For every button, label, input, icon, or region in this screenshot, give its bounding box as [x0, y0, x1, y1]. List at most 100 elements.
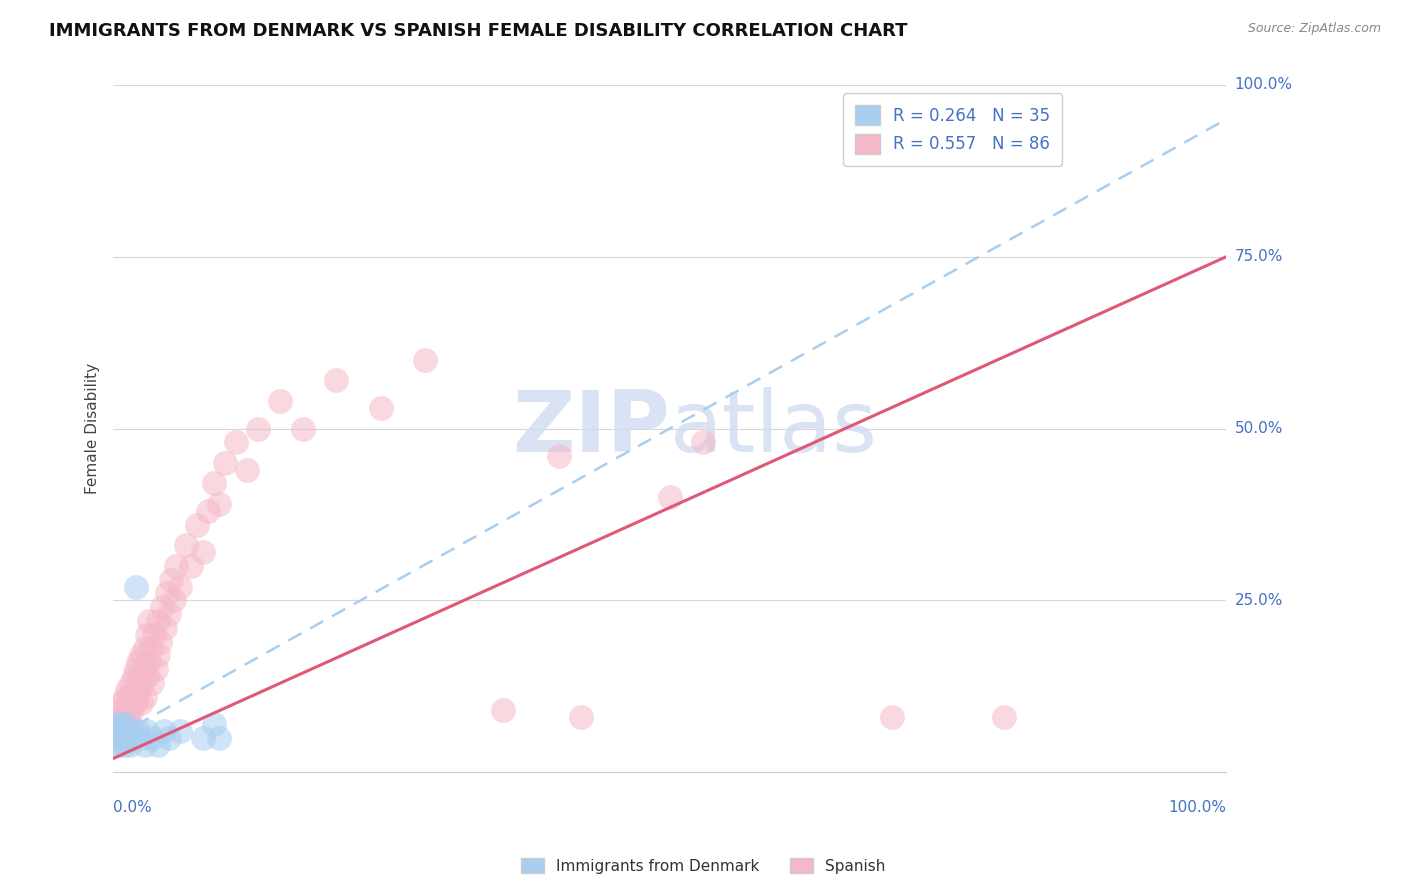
- Point: [129, 669, 152, 683]
- Point: [186, 517, 208, 532]
- Point: [114, 717, 136, 731]
- Point: [108, 731, 131, 745]
- Point: [202, 717, 225, 731]
- Text: Source: ZipAtlas.com: Source: ZipAtlas.com: [1247, 22, 1381, 36]
- Point: [124, 697, 146, 711]
- Text: IMMIGRANTS FROM DENMARK VS SPANISH FEMALE DISABILITY CORRELATION CHART: IMMIGRANTS FROM DENMARK VS SPANISH FEMAL…: [49, 22, 908, 40]
- Point: [547, 449, 569, 463]
- Point: [146, 648, 169, 663]
- Point: [108, 717, 131, 731]
- Point: [658, 490, 681, 504]
- Point: [165, 558, 187, 573]
- Point: [191, 545, 214, 559]
- Point: [120, 697, 142, 711]
- Point: [108, 710, 131, 724]
- Point: [105, 731, 128, 745]
- Point: [110, 723, 132, 738]
- Point: [122, 690, 145, 704]
- Point: [127, 723, 149, 738]
- Point: [153, 621, 176, 635]
- Text: 100.0%: 100.0%: [1234, 78, 1292, 93]
- Point: [569, 710, 592, 724]
- Point: [112, 723, 135, 738]
- Point: [114, 731, 136, 745]
- Point: [110, 731, 132, 745]
- Point: [291, 421, 314, 435]
- Point: [105, 717, 128, 731]
- Point: [152, 600, 174, 615]
- Text: ZIP: ZIP: [512, 387, 669, 470]
- Point: [169, 723, 191, 738]
- Point: [191, 731, 214, 745]
- Text: 50.0%: 50.0%: [1234, 421, 1282, 436]
- Point: [120, 690, 142, 704]
- Point: [125, 662, 148, 676]
- Point: [108, 723, 131, 738]
- Point: [370, 401, 392, 415]
- Point: [117, 731, 139, 745]
- Point: [111, 731, 134, 745]
- Point: [108, 731, 131, 745]
- Point: [325, 373, 347, 387]
- Point: [125, 580, 148, 594]
- Point: [131, 648, 153, 663]
- Point: [174, 538, 197, 552]
- Point: [134, 738, 156, 752]
- Point: [120, 675, 142, 690]
- Point: [112, 738, 135, 752]
- Point: [413, 352, 436, 367]
- Point: [152, 723, 174, 738]
- Legend: R = 0.264   N = 35, R = 0.557   N = 86: R = 0.264 N = 35, R = 0.557 N = 86: [844, 94, 1062, 166]
- Point: [117, 697, 139, 711]
- Point: [104, 731, 127, 745]
- Point: [269, 394, 291, 409]
- Point: [145, 662, 167, 676]
- Point: [107, 731, 129, 745]
- Point: [202, 476, 225, 491]
- Point: [134, 690, 156, 704]
- Text: 0.0%: 0.0%: [114, 799, 152, 814]
- Point: [127, 675, 149, 690]
- Point: [110, 717, 132, 731]
- Point: [115, 682, 138, 697]
- Point: [131, 731, 153, 745]
- Point: [208, 497, 231, 511]
- Point: [132, 662, 155, 676]
- Point: [157, 607, 180, 621]
- Point: [114, 717, 136, 731]
- Point: [110, 703, 132, 717]
- Text: 25.0%: 25.0%: [1234, 593, 1282, 607]
- Point: [128, 682, 150, 697]
- Point: [107, 731, 129, 745]
- Point: [149, 634, 172, 648]
- Point: [112, 723, 135, 738]
- Point: [131, 675, 153, 690]
- Point: [236, 463, 259, 477]
- Point: [120, 738, 142, 752]
- Point: [114, 710, 136, 724]
- Point: [692, 435, 714, 450]
- Text: 75.0%: 75.0%: [1234, 249, 1282, 264]
- Point: [111, 717, 134, 731]
- Point: [131, 697, 153, 711]
- Point: [125, 690, 148, 704]
- Point: [138, 655, 160, 669]
- Point: [105, 723, 128, 738]
- Point: [208, 731, 231, 745]
- Point: [492, 703, 515, 717]
- Point: [157, 731, 180, 745]
- Point: [197, 504, 219, 518]
- Text: 100.0%: 100.0%: [1168, 799, 1226, 814]
- Point: [141, 675, 163, 690]
- Point: [111, 697, 134, 711]
- Point: [125, 682, 148, 697]
- Point: [108, 723, 131, 738]
- Legend: Immigrants from Denmark, Spanish: Immigrants from Denmark, Spanish: [515, 852, 891, 880]
- Point: [142, 627, 165, 641]
- Point: [225, 435, 247, 450]
- Point: [114, 690, 136, 704]
- Point: [115, 703, 138, 717]
- Point: [135, 627, 157, 641]
- Point: [134, 641, 156, 656]
- Point: [120, 723, 142, 738]
